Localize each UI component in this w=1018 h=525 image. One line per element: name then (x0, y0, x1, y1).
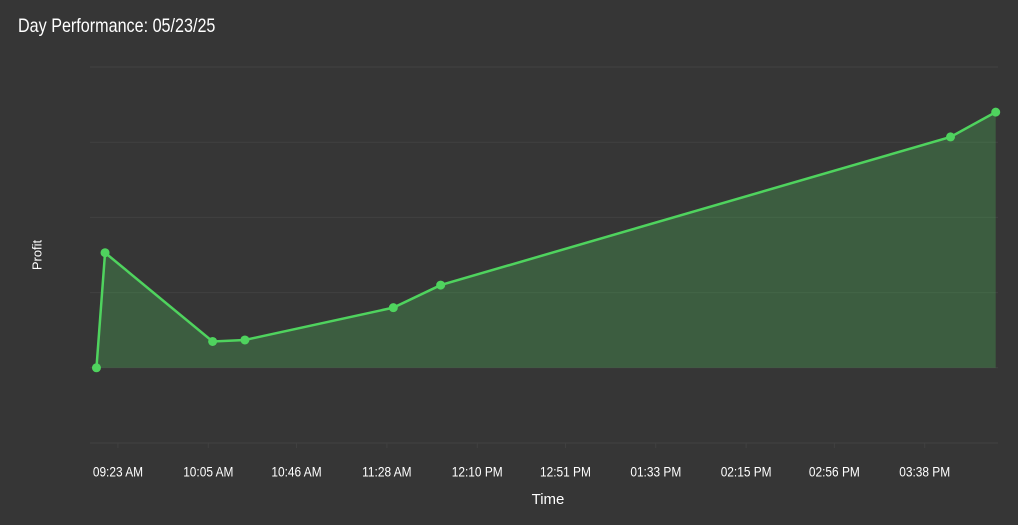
chart-title: Day Performance: 05/23/25 (18, 15, 216, 37)
x-tick-label: 03:38 PM (899, 464, 950, 480)
point (388, 303, 398, 313)
point (240, 335, 250, 345)
x-tick-label: 02:56 PM (809, 464, 860, 480)
y-axis-label: Profit (29, 239, 44, 270)
x-tick-label: 10:46 AM (271, 464, 321, 480)
point (436, 280, 446, 290)
line (95, 111, 997, 368)
x-tick-label: 10:05 AM (183, 464, 233, 480)
point (991, 107, 1001, 117)
x-tick-label: 02:15 PM (721, 464, 772, 480)
point (100, 248, 110, 258)
x-tick-label: 09:23 AM (93, 464, 143, 480)
x-tick-label: 01:33 PM (630, 464, 681, 480)
point (946, 132, 956, 142)
x-tick-label: 11:28 AM (362, 464, 411, 480)
area (96, 112, 996, 368)
point (208, 336, 218, 346)
x-tick-label: 12:10 PM (452, 464, 503, 480)
x-axis-label: Time (532, 491, 565, 508)
point (91, 363, 101, 373)
x-tick-label: 12:51 PM (540, 464, 591, 480)
